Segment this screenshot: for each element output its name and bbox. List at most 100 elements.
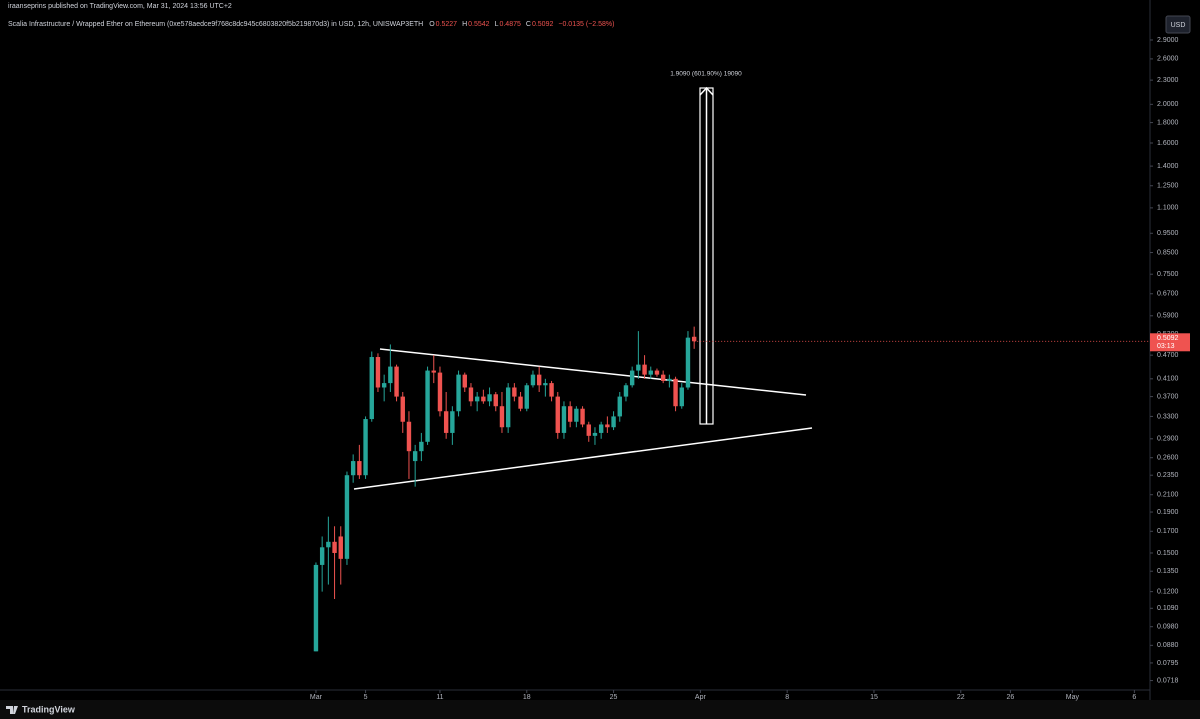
x-tick-label: 15 [870, 694, 878, 701]
candle-body [524, 385, 529, 409]
candle-body [338, 536, 343, 559]
y-tick-label: 2.3000 [1157, 77, 1179, 84]
y-tick-label: 0.1500 [1157, 550, 1179, 557]
y-tick-label: 0.6700 [1157, 291, 1179, 298]
candle-body [481, 396, 486, 402]
x-tick-label: 11 [436, 694, 443, 701]
ohlc-values: O 0.5227 H 0.5542 L 0.4875 C 0.5092 −0.0135 (−2.… [429, 21, 614, 28]
y-tick-label: 0.5900 [1157, 313, 1179, 320]
y-tick-label: 0.8500 [1157, 249, 1179, 256]
y-tick-label: 0.2900 [1157, 436, 1179, 443]
y-tick-label: 0.3300 [1157, 413, 1179, 420]
candle-body [319, 547, 325, 565]
candle-body [555, 396, 560, 433]
candle-body [518, 396, 523, 409]
y-tick-label: 0.0880 [1157, 642, 1179, 649]
candle-body [611, 416, 616, 428]
ohlc-key: H [462, 21, 467, 28]
x-tick-label: Mar [310, 694, 323, 701]
y-tick-label: 0.1350 [1157, 568, 1179, 575]
candle-body [580, 408, 585, 425]
candle-body [654, 370, 660, 375]
y-tick-label: 1.2500 [1157, 183, 1179, 190]
currency-button[interactable] [1165, 15, 1191, 34]
y-tick-label: 0.0980 [1157, 624, 1179, 631]
candle-body [505, 387, 511, 428]
triangle-lower-line [353, 427, 813, 490]
candle-body [468, 387, 474, 402]
measure-label: 1.9090 (601.90%) 19090 [670, 71, 742, 78]
candle-body [679, 387, 684, 407]
last-price-box [1150, 333, 1190, 352]
candle-body [369, 357, 374, 420]
ohlc-key: O [429, 21, 435, 28]
candle-body [450, 411, 455, 433]
candle-body [332, 541, 337, 553]
y-tick-label: 0.1200 [1157, 588, 1179, 595]
x-tick-label: 22 [957, 694, 965, 701]
x-tick-label: 8 [785, 694, 789, 701]
y-tick-label: 2.0000 [1157, 101, 1179, 108]
candle-body [691, 336, 697, 342]
candle-body [574, 408, 579, 422]
candle-body [623, 385, 629, 397]
candle-body [394, 366, 399, 397]
x-tick-label: Apr [695, 694, 707, 701]
y-tick-label: 0.3700 [1157, 393, 1179, 400]
candle-body [605, 424, 610, 428]
brand-logo [6, 706, 18, 714]
candle-body [344, 475, 350, 559]
candle-body [431, 370, 436, 373]
ohlc-value: 0.5227 [436, 21, 458, 28]
triangle-upper-line [379, 348, 807, 396]
y-tick-label: 0.0718 [1157, 677, 1179, 684]
x-tick-label: 5 [364, 694, 368, 701]
ohlc-value: 0.5542 [468, 21, 490, 28]
candle-body [617, 396, 622, 417]
x-tick-label: 6 [1132, 694, 1136, 701]
candle-body [586, 424, 591, 436]
y-tick-label: 0.1700 [1157, 528, 1179, 535]
x-tick-label: 26 [1006, 694, 1014, 701]
candle-body [536, 374, 542, 386]
ohlc-value: 0.5092 [532, 21, 554, 28]
candle-body [598, 424, 604, 433]
candle-body [419, 441, 424, 452]
symbol-line: Scalia Infrastructure / Wrapped Ether on… [8, 21, 423, 28]
y-tick-label: 2.6000 [1157, 56, 1179, 63]
candle-body [512, 387, 517, 397]
candle-body [549, 383, 554, 397]
y-tick-label: 1.4000 [1157, 163, 1179, 170]
y-tick-label: 0.7500 [1157, 271, 1179, 278]
x-tick-label: May [1066, 694, 1080, 701]
candle-body [350, 461, 356, 476]
candle-body [561, 406, 567, 433]
candle-body [443, 411, 449, 433]
candle-body [425, 370, 430, 442]
y-tick-label: 0.2600 [1157, 455, 1179, 462]
y-tick-label: 0.9500 [1157, 230, 1179, 237]
candle-body [313, 564, 319, 652]
candle-body [567, 406, 573, 422]
publisher-line: iraanseprins published on TradingView.co… [8, 3, 232, 10]
y-tick-label: 2.9000 [1157, 37, 1179, 44]
ohlc-key: L [495, 21, 499, 28]
candle-body [326, 541, 331, 548]
ohlc-key: C [526, 21, 531, 28]
x-tick-label: 18 [523, 694, 531, 701]
currency-label[interactable]: USD [1171, 22, 1186, 29]
candle-body [530, 374, 536, 386]
candle-body [363, 419, 368, 476]
candle-body [499, 406, 505, 428]
candle-body [400, 396, 405, 422]
y-tick-label: 0.2100 [1157, 492, 1179, 499]
y-tick-label: 0.4700 [1157, 352, 1179, 359]
y-tick-label: 1.8000 [1157, 119, 1179, 126]
footer-brand: TradingView [22, 704, 76, 714]
x-tick-label: 25 [610, 694, 618, 701]
candle-body [642, 364, 647, 375]
candle-body [406, 421, 412, 452]
candle-body [474, 396, 480, 402]
candle-body [660, 374, 666, 381]
